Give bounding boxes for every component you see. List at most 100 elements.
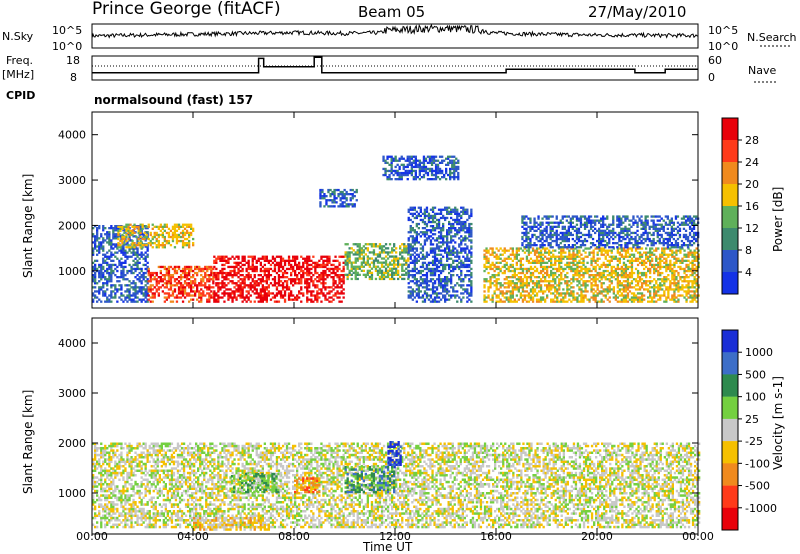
heatmap-cell: [219, 282, 222, 285]
heatmap-cell: [304, 271, 307, 275]
heatmap-cell: [592, 298, 595, 301]
heatmap-cell: [507, 290, 510, 293]
heatmap-cell: [212, 282, 215, 285]
heatmap-cell: [586, 255, 589, 258]
heatmap-cell: [521, 271, 525, 275]
heatmap-cell: [491, 296, 494, 299]
heatmap-cell: [602, 290, 605, 293]
heatmap-cell: [610, 271, 613, 275]
heatmap-cell: [466, 255, 469, 258]
heatmap-cell: [533, 244, 536, 247]
heatmap-cell: [308, 271, 311, 275]
heatmap-cell: [446, 229, 449, 232]
heatmap-cell: [144, 227, 147, 230]
heatmap-cell: [188, 282, 191, 285]
heatmap-cell: [429, 294, 433, 297]
heatmap-cell: [602, 276, 605, 279]
heatmap-cell: [671, 276, 674, 279]
heatmap-cell: [112, 253, 115, 256]
heatmap-cell: [427, 298, 431, 301]
heatmap-cell: [634, 288, 638, 291]
heatmap-cell: [368, 257, 371, 260]
heatmap-cell: [499, 267, 502, 271]
heatmap-cell: [687, 263, 690, 267]
heatmap-cell: [560, 298, 563, 301]
heatmap-cell: [117, 231, 120, 235]
heatmap-cell: [114, 288, 117, 291]
heatmap-cell: [181, 294, 185, 297]
heatmap-cell: [183, 290, 187, 293]
heatmap-cell: [310, 292, 313, 295]
heatmap-cell: [298, 278, 301, 281]
heatmap-cell: [421, 245, 425, 248]
heatmap-cell: [579, 235, 583, 239]
heatmap-cell: [277, 284, 281, 287]
heatmap-cell: [104, 292, 107, 295]
heatmap-cell: [685, 280, 688, 283]
heatmap-cell: [413, 241, 416, 244]
heatmap-cell: [372, 245, 376, 248]
heatmap-cell: [346, 265, 349, 268]
heatmap-cell: [116, 265, 119, 269]
heatmap-cell: [208, 300, 211, 303]
heatmap-cell: [446, 206, 449, 209]
heatmap-cell: [298, 263, 301, 267]
heatmap-cell: [626, 247, 630, 250]
heatmap-cell: [620, 300, 623, 303]
heatmap-cell: [405, 263, 408, 266]
heatmap-cell: [145, 233, 148, 237]
heatmap-cell: [261, 280, 264, 283]
heatmap-cell: [433, 292, 437, 295]
heatmap-cell: [535, 267, 539, 271]
heatmap-cell: [208, 267, 211, 271]
heatmap-cell: [318, 265, 321, 269]
heatmap-cell: [143, 235, 146, 239]
heatmap-cell: [157, 276, 160, 279]
heatmap-cell: [560, 294, 563, 297]
heatmap-cell: [395, 267, 398, 270]
heatmap-cell: [155, 225, 158, 228]
heatmap-cell: [659, 267, 662, 271]
heatmap-cell: [131, 231, 134, 235]
heatmap-cell: [132, 247, 135, 250]
heatmap-cell: [535, 229, 538, 232]
heatmap-cell: [561, 221, 564, 224]
heatmap-cell: [576, 278, 579, 281]
heatmap-cell: [251, 269, 254, 273]
heatmap-cell: [417, 227, 420, 230]
heatmap-cell: [539, 246, 542, 249]
heatmap-cell: [117, 229, 120, 232]
heatmap-cell: [444, 300, 447, 303]
heatmap-cell: [409, 247, 412, 250]
heatmap-cell: [485, 300, 488, 303]
heatmap-cell: [552, 284, 555, 287]
heatmap-cell: [98, 237, 101, 240]
heatmap-cell: [630, 300, 634, 303]
heatmap-cell: [273, 267, 277, 271]
heatmap-cell: [374, 257, 378, 260]
heatmap-cell: [411, 227, 414, 230]
heatmap-cell: [332, 267, 335, 271]
heatmap-cell: [405, 267, 408, 270]
heatmap-cell: [411, 241, 414, 244]
heatmap-cell: [572, 269, 575, 273]
heatmap-cell: [110, 280, 113, 283]
heatmap-cell: [509, 263, 512, 267]
heatmap-cell: [208, 265, 211, 269]
heatmap-cell: [582, 274, 585, 277]
heatmap-cell: [100, 286, 103, 289]
heatmap-cell: [483, 263, 486, 267]
heatmap-cell: [491, 300, 494, 303]
heatmap-cell: [112, 296, 115, 299]
heatmap-cell: [539, 251, 543, 254]
heatmap-cell: [306, 282, 309, 285]
heatmap-cell: [588, 298, 591, 301]
heatmap-cell: [183, 286, 187, 289]
heatmap-cell: [575, 229, 579, 232]
heatmap-cell: [535, 247, 539, 250]
heatmap-cell: [600, 247, 603, 250]
heatmap-cell: [584, 255, 587, 258]
heatmap-cell: [497, 278, 500, 281]
heatmap-cell: [450, 241, 453, 244]
heatmap-cell: [564, 300, 567, 303]
